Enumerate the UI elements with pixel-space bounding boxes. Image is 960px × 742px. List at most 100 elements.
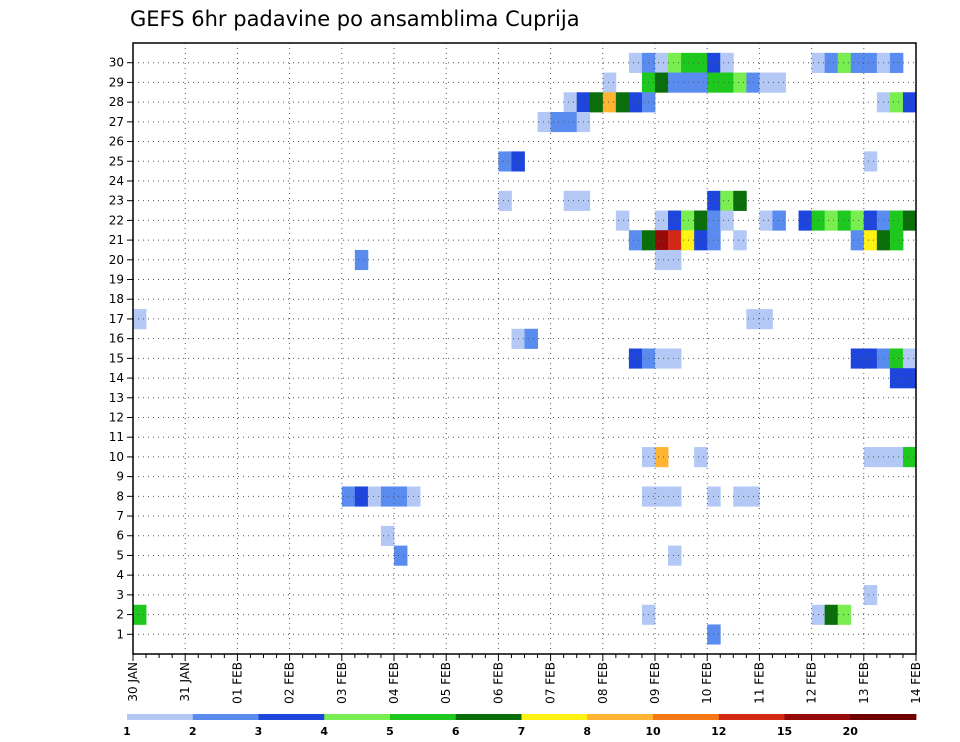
colorbar-label: 10 — [645, 725, 661, 738]
heatmap-cell — [394, 486, 408, 507]
heatmap-cell — [863, 585, 878, 606]
x-tick-label: 10 FEB — [700, 662, 714, 704]
colorbar-label: 2 — [189, 725, 197, 738]
colorbar-swatch — [192, 714, 259, 720]
heatmap-cell — [498, 190, 512, 211]
heatmap-cell — [889, 52, 904, 73]
heatmap-cell — [668, 230, 682, 251]
heatmap-cell — [863, 151, 878, 172]
heatmap-cell — [668, 72, 682, 93]
colorbar-swatch — [521, 714, 588, 720]
heatmap-cell — [602, 72, 617, 93]
y-tick-label: 17 — [109, 312, 124, 326]
x-tick-label: 02 FEB — [283, 662, 297, 704]
heatmap-cell — [850, 210, 865, 231]
heatmap-cell — [655, 52, 669, 73]
y-tick-label: 29 — [109, 75, 124, 89]
heatmap-cell — [824, 210, 839, 231]
heatmap-cell — [720, 210, 734, 231]
heatmap-cell — [655, 348, 669, 369]
heatmap-cell — [694, 52, 708, 73]
heatmap-cell — [694, 230, 708, 251]
heatmap-cell — [681, 72, 695, 93]
colorbar-label: 12 — [711, 725, 726, 738]
heatmap-cell — [733, 230, 747, 251]
colorbar-label: 20 — [843, 725, 859, 738]
y-tick-label: 3 — [116, 588, 124, 602]
heatmap-cell — [863, 230, 878, 251]
heatmap-cell — [902, 368, 917, 389]
colorbar-swatch — [127, 714, 194, 720]
heatmap-cell — [889, 447, 904, 468]
heatmap-cell — [681, 52, 695, 73]
heatmap-cell — [563, 111, 578, 133]
heatmap-cell — [850, 348, 865, 369]
colorbar-swatch — [850, 714, 917, 720]
y-tick-label: 8 — [116, 489, 124, 503]
heatmap-cell — [655, 249, 669, 271]
y-tick-label: 15 — [109, 351, 124, 365]
heatmap-cell — [863, 210, 878, 231]
heatmap-cell — [628, 348, 643, 369]
y-tick-label: 25 — [109, 154, 124, 168]
y-tick-label: 18 — [109, 292, 124, 306]
heatmap-cell — [655, 72, 669, 93]
heatmap-cell — [668, 348, 682, 369]
heatmap-cell — [759, 309, 773, 330]
x-tick-label: 04 FEB — [387, 662, 401, 704]
colorbar-swatch — [718, 714, 785, 720]
colorbar-swatch — [653, 714, 720, 720]
x-tick-label: 09 FEB — [648, 662, 662, 704]
colorbar-label: 3 — [255, 725, 263, 738]
x-tick-label: 12 FEB — [805, 662, 819, 704]
colorbar-swatch — [258, 714, 325, 720]
colorbar-swatch — [784, 714, 851, 720]
heatmap-cell — [628, 92, 643, 113]
heatmap-cell — [628, 230, 643, 251]
colorbar-swatch — [390, 714, 457, 720]
y-tick-label: 2 — [116, 608, 124, 622]
y-tick-label: 24 — [109, 174, 124, 188]
y-tick-label: 12 — [109, 410, 124, 424]
colorbar-swatch — [455, 714, 522, 720]
heatmap-cell — [668, 249, 682, 271]
heatmap-cell — [850, 230, 865, 251]
x-tick-label: 13 FEB — [857, 662, 871, 704]
y-tick-label: 7 — [116, 509, 124, 523]
x-tick-label: 30 JAN — [126, 662, 140, 702]
axis-layer: 1234567891011121314151617181920212223242… — [109, 42, 923, 704]
y-tick-label: 22 — [109, 213, 124, 227]
heatmap-cell — [902, 210, 917, 231]
heatmap-cell — [733, 72, 747, 93]
colorbar-label: 5 — [386, 725, 394, 738]
x-tick-label: 06 FEB — [491, 662, 505, 704]
x-tick-label: 14 FEB — [909, 662, 923, 704]
x-tick-label: 03 FEB — [335, 662, 349, 704]
heatmap-cell — [863, 348, 878, 369]
heatmap-cell — [759, 72, 773, 93]
heatmap-cell — [537, 111, 551, 133]
heatmap-cell — [902, 447, 917, 468]
heatmap-cell — [589, 92, 604, 113]
heatmap-cell — [655, 210, 669, 231]
heatmap-cell — [850, 52, 865, 73]
heatmap-cell — [380, 486, 395, 507]
heatmap-cell — [615, 210, 630, 231]
x-tick-label: 08 FEB — [596, 662, 610, 704]
heatmap-cell — [694, 72, 708, 93]
y-tick-label: 19 — [109, 273, 124, 287]
heatmap-cell — [563, 92, 578, 113]
heatmap-cell — [902, 92, 917, 113]
heatmap-cell — [668, 52, 682, 73]
colorbar-label: 8 — [583, 725, 591, 738]
heatmap-cell — [394, 545, 408, 566]
colorbar-swatch — [587, 714, 654, 720]
heatmap-cell — [380, 525, 395, 546]
y-tick-label: 23 — [109, 194, 124, 208]
heatmap-cell — [550, 111, 565, 133]
y-tick-label: 6 — [116, 529, 124, 543]
heatmap-cell — [720, 52, 734, 73]
colorbar-label: 1 — [123, 725, 131, 738]
heatmap-cell — [889, 210, 904, 231]
x-tick-label: 05 FEB — [439, 662, 453, 704]
